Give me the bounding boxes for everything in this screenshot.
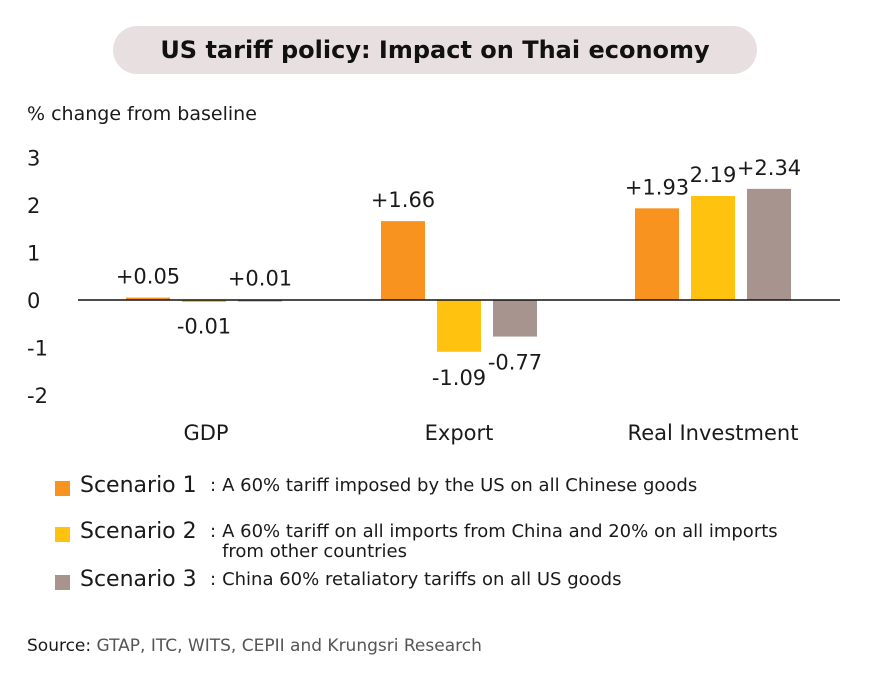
source-text: GTAP, ITC, WITS, CEPII and Krungsri Rese… [96,636,482,656]
legend-label: Scenario 2 [80,519,197,544]
y-tick-label: 3 [27,147,40,171]
legend-item-scenario-2: Scenario 2 : A 60% tariff on all imports… [55,519,778,562]
x-category-label: GDP [183,421,228,445]
y-axis-unit-label: % change from baseline [27,103,257,125]
data-label: -0.77 [488,351,542,375]
legend-swatch-scenario-3 [55,575,70,590]
legend-description: A 60% tariff on all imports from China a… [222,521,778,542]
bar-scenario-3 [493,300,537,337]
data-label: +1.93 [625,175,689,199]
data-label: +2.34 [737,156,801,180]
legend-description: A 60% tariff imposed by the US on all Ch… [222,475,698,496]
bar-scenario-1 [126,297,170,300]
bar-chart: 3 2 1 0 -1 -2 +0.05 +1.66 +1.93 -0.01 -1.09 2.19 +0.… [27,147,840,445]
y-tick-label: 2 [27,194,40,218]
y-tick-label: -2 [27,384,48,408]
bar-scenario-2 [691,195,735,300]
bar-scenario-3 [747,188,791,300]
data-label: 2.19 [690,163,737,187]
data-label: +0.01 [228,267,292,291]
legend-item-scenario-1: Scenario 1 : A 60% tariff imposed by the… [55,473,697,498]
chart-title: US tariff policy: Impact on Thai economy [113,26,757,74]
legend-description: China 60% retaliatory tariffs on all US … [222,569,622,590]
legend-label: Scenario 1 [80,473,197,498]
legend-description-cont: from other countries [222,541,407,562]
legend-swatch-scenario-2 [55,527,70,542]
bar-scenario-2 [182,300,226,302]
source-note: Source: GTAP, ITC, WITS, CEPII and Krung… [27,636,482,656]
legend-label: Scenario 3 [80,567,197,592]
x-category-label: Real Investment [628,421,799,445]
legend-swatch-scenario-1 [55,481,70,496]
data-label: +0.05 [116,265,180,289]
x-category-label: Export [425,421,494,445]
bar-scenario-2 [437,300,481,352]
y-tick-label: 1 [27,242,40,266]
data-label: +1.66 [371,188,435,212]
data-label: -1.09 [432,366,486,390]
data-label: -0.01 [177,314,231,338]
bar-scenario-1 [381,221,425,300]
source-prefix: Source: [27,636,92,656]
y-tick-label: -1 [27,337,48,361]
legend-item-scenario-3: Scenario 3 : China 60% retaliatory tarif… [55,567,621,592]
bar-scenario-1 [635,208,679,300]
y-tick-label: 0 [27,289,40,313]
